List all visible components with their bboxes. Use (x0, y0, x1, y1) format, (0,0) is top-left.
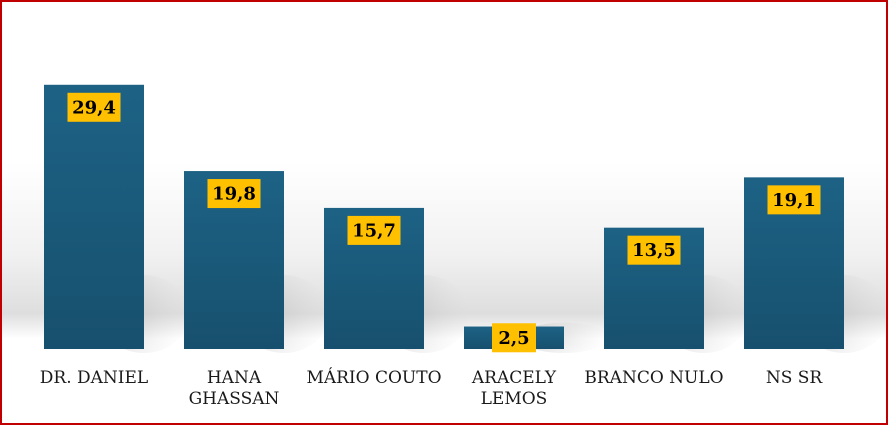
category-label-line: ARACELY (471, 368, 557, 388)
value-label-box (492, 323, 536, 353)
category-label: HANA GHASSAN (189, 368, 280, 409)
value-label: 19,1 (772, 190, 816, 211)
category-label-line: BRANCO NULO (584, 368, 723, 388)
value-label: 13,5 (632, 240, 676, 261)
category-label-line: NS SR (766, 368, 824, 388)
category-label-line: GHASSAN (189, 389, 280, 409)
category-label-line: HANA (207, 368, 262, 388)
value-label-box (627, 235, 681, 265)
value-label: 15,7 (352, 220, 396, 241)
value-label: 19,8 (212, 184, 256, 205)
category-label: BRANCO NULO (584, 368, 723, 388)
value-label-box (207, 179, 261, 209)
category-label-line: LEMOS (481, 389, 548, 409)
category-label-line: MÁRIO COUTO (306, 367, 441, 388)
value-label-box (67, 92, 121, 122)
value-label: 29,4 (72, 97, 116, 118)
category-labels-group: DR. DANIEL HANA GHASSAN MÁRIO COUTO ARACELY L… (40, 367, 824, 409)
bars-group (44, 84, 844, 350)
category-label: ARACELY LEMOS (471, 368, 557, 409)
value-label-box (347, 215, 401, 245)
value-label: 2,5 (498, 328, 529, 349)
category-label: DR. DANIEL (40, 368, 148, 388)
category-label: NS SR (766, 368, 824, 388)
value-label-box (767, 185, 821, 215)
value-labels-group: 29,4 19,8 15,7 2,5 13,5 19,1 (67, 92, 821, 353)
category-label-line: DR. DANIEL (40, 368, 148, 388)
category-label: MÁRIO COUTO (306, 367, 441, 388)
bar (44, 84, 144, 350)
